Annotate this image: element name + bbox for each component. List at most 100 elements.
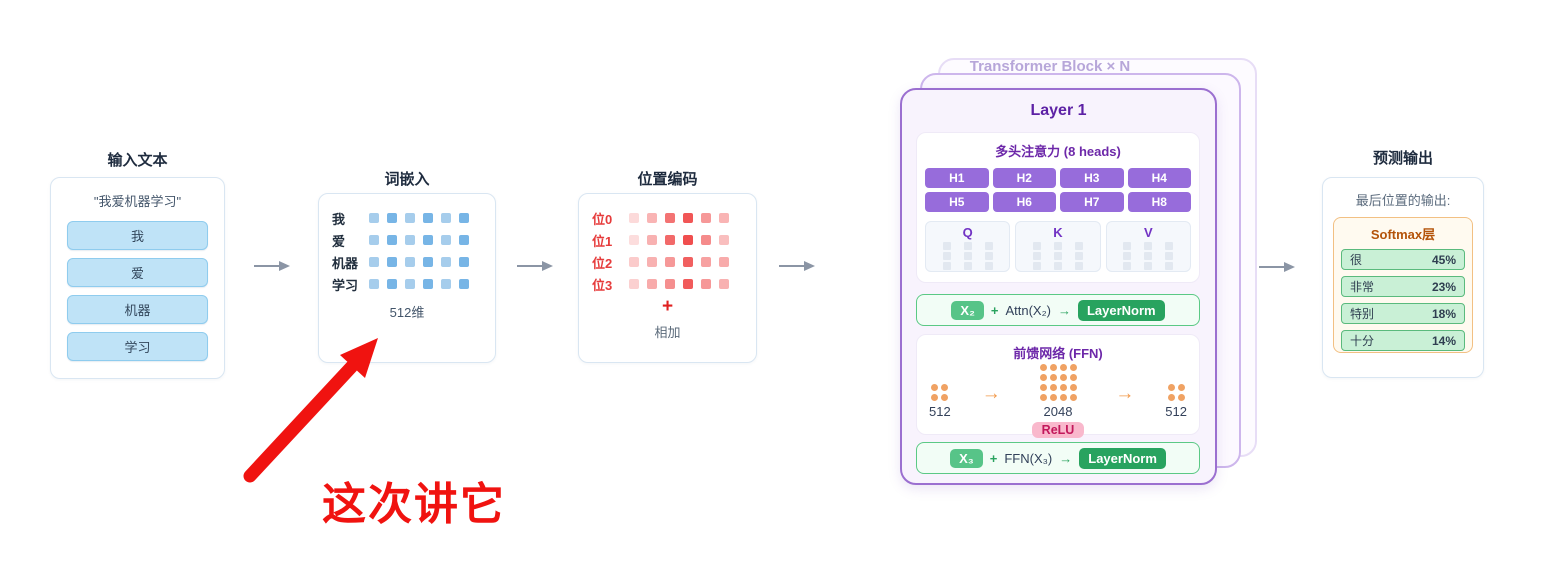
neuron-dot xyxy=(931,393,939,401)
embedding-square xyxy=(441,213,451,223)
arrow-operator: → xyxy=(1059,450,1073,466)
qkv-column xyxy=(1165,242,1174,270)
embedding-row-label: 学习 xyxy=(332,277,359,293)
positional-row: 位3 xyxy=(592,273,756,295)
qkv-column xyxy=(1074,242,1083,270)
qkv-label: Q xyxy=(962,225,973,240)
positional-square xyxy=(683,235,693,245)
token-list: 我爱机器 学习 xyxy=(67,221,208,361)
qkv-square xyxy=(1074,252,1083,260)
relu-badge: ReLU xyxy=(1031,422,1085,438)
embedding-row: 我 xyxy=(332,207,495,229)
add-caption: 相加 xyxy=(654,325,681,340)
layernorm-badge: LayerNorm xyxy=(1077,299,1165,321)
qkv-square xyxy=(1144,252,1153,260)
qkv-column xyxy=(984,242,993,270)
attention-head-chip[interactable]: H6 xyxy=(992,192,1056,212)
embedding-square xyxy=(387,213,397,223)
qkv-squares xyxy=(1016,242,1099,270)
qkv-square xyxy=(1032,242,1041,250)
qkv-square xyxy=(1123,252,1132,260)
neuron-dot xyxy=(1059,384,1067,391)
qkv-square xyxy=(1032,252,1041,260)
layer-title: Layer 1 xyxy=(1030,102,1087,119)
positional-row-label: 位2 xyxy=(592,255,613,271)
prediction-prob: 14% xyxy=(1431,333,1456,348)
neuron-dot xyxy=(931,383,939,391)
qkv-squares xyxy=(1107,242,1190,270)
input-sentence: "我爱机器学习" xyxy=(93,194,182,209)
output-panel-title: 预测输出 xyxy=(1372,150,1433,167)
embedding-square xyxy=(369,213,379,223)
neuron-dot xyxy=(1039,384,1047,391)
token-button[interactable]: 我 xyxy=(67,221,208,250)
embedding-matrix: 我爱机器 学习 xyxy=(319,194,495,295)
qkv-square xyxy=(1032,262,1041,270)
embedding-dim-label: 512维 xyxy=(389,305,425,320)
positional-square xyxy=(701,279,711,289)
token-button[interactable]: 机器 xyxy=(67,295,208,324)
flow-arrow-icon xyxy=(779,261,815,271)
positional-square xyxy=(629,279,639,289)
prediction-prob: 23% xyxy=(1431,279,1456,294)
neuron-dot xyxy=(1049,374,1057,381)
residual-term: Attn(X₂) xyxy=(1005,302,1051,318)
positional-panel-title: 位置编码 xyxy=(637,171,698,188)
positional-square xyxy=(629,213,639,223)
embedding-square xyxy=(459,213,469,223)
prediction-prob: 18% xyxy=(1431,306,1456,321)
neuron-dot xyxy=(1039,364,1047,371)
arrow-operator: → xyxy=(1057,302,1071,318)
attention-head-chip[interactable]: H8 xyxy=(1127,192,1191,212)
ffn-hidden-dim: 2048 xyxy=(1043,404,1073,419)
attention-head-chip[interactable]: H2 xyxy=(992,168,1056,188)
qkv-square xyxy=(984,242,993,250)
positional-square xyxy=(701,213,711,223)
token-button[interactable]: 学习 xyxy=(67,332,208,361)
attention-section: 多头注意力 (8 heads) H1 H2 H3 H4 H5 H6 H7 H8 Q K V xyxy=(916,132,1200,283)
qkv-label: K xyxy=(1053,225,1063,240)
positional-square xyxy=(665,279,675,289)
embedding-square xyxy=(369,279,379,289)
positional-square xyxy=(665,257,675,267)
ffn-input-dim: 512 xyxy=(929,403,951,419)
embedding-panel-title: 词嵌入 xyxy=(384,171,430,188)
qkv-square xyxy=(963,252,972,260)
embedding-row-label: 机器 xyxy=(332,255,359,271)
neuron-dot xyxy=(1039,374,1047,381)
attention-head-chip[interactable]: H1 xyxy=(925,168,989,188)
neuron-dot xyxy=(1039,394,1047,401)
positional-square xyxy=(719,213,729,223)
embedding-square xyxy=(405,213,415,223)
prediction-token: 非常 xyxy=(1350,280,1375,294)
prediction-row: 很 45% xyxy=(1341,249,1465,270)
embedding-square xyxy=(423,257,433,267)
qkv-square xyxy=(984,262,993,270)
attention-head-chip[interactable]: H5 xyxy=(925,192,989,212)
embedding-square xyxy=(405,235,415,245)
attention-head-chip[interactable]: H7 xyxy=(1060,192,1124,212)
ffn-arrow-icon: → xyxy=(981,383,1001,404)
qkv-square xyxy=(1053,242,1062,250)
qkv-square xyxy=(1074,262,1083,270)
embedding-square xyxy=(387,235,397,245)
positional-square xyxy=(647,279,657,289)
embedding-row: 机器 xyxy=(332,251,495,273)
positional-square xyxy=(647,257,657,267)
qkv-label: V xyxy=(1143,225,1153,240)
positional-square xyxy=(719,235,729,245)
embedding-square xyxy=(441,257,451,267)
ffn-input-dots: 512 xyxy=(929,383,951,419)
input-panel: "我爱机器学习" 我爱机器学习 xyxy=(50,177,225,379)
ffn-output-dots: 512 xyxy=(1165,383,1187,419)
attention-head-chip[interactable]: H3 xyxy=(1060,168,1124,188)
attention-head-chip[interactable]: H4 xyxy=(1127,168,1191,188)
neuron-dot xyxy=(1049,384,1057,391)
token-button[interactable]: 爱 xyxy=(67,258,208,287)
neuron-dot xyxy=(1069,364,1077,371)
qkv-column xyxy=(1144,242,1153,270)
ffn-output-dim: 512 xyxy=(1165,403,1187,419)
layernorm-badge: LayerNorm xyxy=(1079,447,1166,469)
positional-square xyxy=(719,257,729,267)
